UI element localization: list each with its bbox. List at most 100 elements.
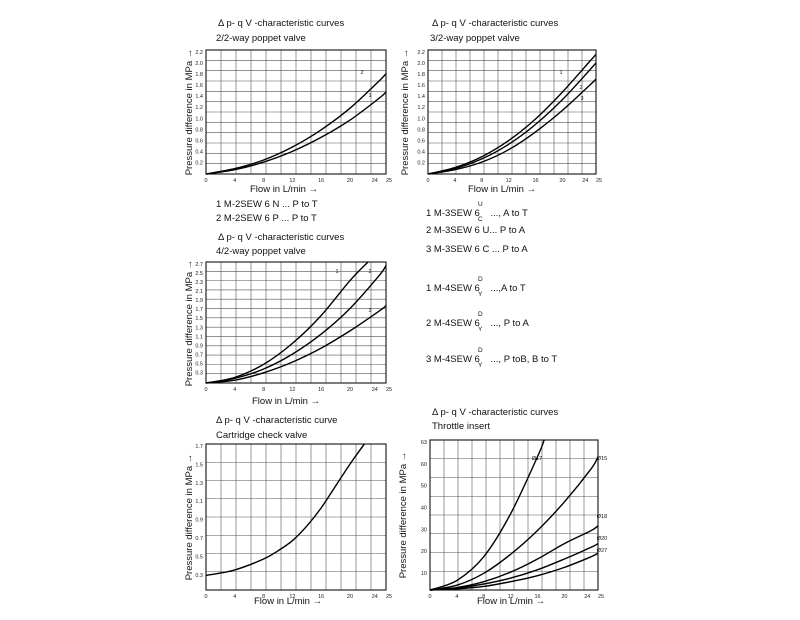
legend-42-1-main: 1 M-4SEW 6	[426, 283, 480, 294]
chart2-curve-label: 2	[579, 85, 582, 91]
chart5-ytick: 60	[421, 462, 427, 468]
chart5-series-line	[429, 552, 599, 591]
chart4-ytick: 0.7	[195, 536, 203, 542]
chart5-ytick: 63	[421, 440, 427, 446]
chart5-xtick: 16	[534, 594, 540, 600]
chart3-series-line	[205, 305, 387, 384]
chart5-title: Δ p- q V -characteristic curves	[432, 407, 559, 418]
chart3-ytick: 2.5	[195, 271, 203, 277]
chart2-series-line	[427, 62, 597, 175]
chart1-ytick: 0.8	[195, 127, 203, 133]
chart3-series-line	[205, 265, 387, 384]
chart4-title: Δ p- q V -characteristic curve	[216, 415, 338, 426]
chart3-ytick: 0.9	[195, 343, 203, 349]
legend-42-3-rest: ..., P toB, B to T	[490, 354, 558, 365]
chart1-xtick: 16	[318, 178, 324, 184]
chart1-xtick: 20	[347, 178, 353, 184]
chart3-xtick: 20	[347, 387, 353, 393]
chart3-ytick: 1.5	[195, 316, 203, 322]
chart3-xtick: 8	[262, 387, 265, 393]
chart2-ytick: 1.4	[417, 94, 425, 100]
legend-42-1-sub: Y	[478, 291, 483, 298]
chart5-series-line	[429, 439, 545, 591]
chart2-ytick: 0.4	[417, 149, 425, 155]
chart4-xtick: 4	[233, 594, 236, 600]
chart3-ytick: 0.3	[195, 370, 203, 376]
chart5-xtick: 20	[561, 594, 567, 600]
chart2-xtick: 20	[559, 178, 565, 184]
chart3-ylabel: Pressure difference in MPa →	[184, 260, 195, 387]
chart1-series-line	[205, 73, 387, 175]
chart3-title: Δ p- q V -characteristic curves	[218, 232, 345, 243]
chart2-ytick: 0.2	[417, 160, 425, 166]
chart3-frame	[205, 261, 387, 384]
legend-42-2-main: 2 M-4SEW 6	[426, 318, 480, 329]
chart3-xtick: 25	[386, 387, 392, 393]
chart4-xtick: 24	[372, 594, 378, 600]
chart4-xtick: 0	[204, 594, 207, 600]
chart3-curve-label: 3	[368, 308, 371, 314]
chart5-subtitle: Throttle insert	[432, 421, 491, 432]
legend-32-item-1: 1 M-3SEW 6 U C ..., A to T	[426, 201, 528, 223]
chart2-curve-label: 3	[580, 96, 583, 102]
chart5-ytick: 50	[421, 484, 427, 490]
chart2-title: Δ p- q V -characteristic curves	[432, 18, 559, 29]
chart4-ytick: 1.3	[195, 481, 203, 487]
chart5-xtick: 0	[428, 594, 431, 600]
chart1-series-line	[205, 91, 387, 175]
chart1-subtitle: 2/2-way poppet valve	[216, 33, 306, 44]
chart4-ytick: 1.7	[195, 444, 203, 450]
chart2-series-line	[427, 78, 597, 175]
chart5-curve-label: Ø27	[597, 548, 607, 554]
chart2-ytick: 1.0	[417, 116, 425, 122]
chart3-xtick: 24	[372, 387, 378, 393]
chart2-curve-label: 1	[559, 70, 562, 76]
chart1-ytick: 1.8	[195, 72, 203, 78]
legend-32-item-2: 2 M-3SEW 6 U... P to A	[426, 225, 525, 236]
chart3-ytick: 1.9	[195, 298, 203, 304]
chart2-xlabel: Flow in L/min →	[468, 184, 537, 195]
legend-42-2-rest: ..., P to A	[490, 318, 529, 329]
chart1-frame	[205, 49, 387, 175]
chart1-curve-label: 2	[360, 70, 363, 76]
chart3-ytick: 2.7	[195, 262, 203, 268]
chart2-ytick: 0.6	[417, 138, 425, 144]
chart3-ytick: 2.3	[195, 280, 203, 286]
chart2-frame	[427, 49, 597, 175]
chart4-ytick: 1.5	[195, 462, 203, 468]
chart3-ytick: 1.7	[195, 307, 203, 313]
chart4-xtick: 25	[386, 594, 392, 600]
chart3-ytick: 1.3	[195, 325, 203, 331]
chart5-ytick: 30	[421, 527, 427, 533]
chart3-subtitle: 4/2-way poppet valve	[216, 246, 306, 257]
chart3-xlabel: Flow in L/min →	[252, 396, 321, 407]
legend-42-3-sup: D	[478, 347, 483, 354]
chart2-xtick: 25	[596, 178, 602, 184]
chart1-curve-label: 1	[368, 93, 371, 99]
legend-42-3-main: 3 M-4SEW 6	[426, 354, 480, 365]
legend-42-3-sub: Y	[478, 362, 483, 369]
chart3-curve-label: 2	[368, 269, 371, 275]
legend-42-1-sup: D	[478, 276, 483, 283]
chart5-frame	[429, 439, 599, 591]
chart4-xtick: 12	[289, 594, 295, 600]
chart5-ytick: 20	[421, 549, 427, 555]
legend-32-1-rest: ..., A to T	[490, 208, 528, 219]
chart1-title: Δ p- q V -characteristic curves	[218, 18, 345, 29]
chart4-ytick: 0.5	[195, 554, 203, 560]
chart5-xtick: 24	[584, 594, 590, 600]
legend-32-item-3: 3 M-3SEW 6 C ... P to A	[426, 244, 528, 255]
chart2-ytick: 1.2	[417, 105, 425, 111]
chart1-ytick: 1.0	[195, 116, 203, 122]
chart2-ytick: 2.2	[417, 50, 425, 56]
legend-22-item-1: 1 M-2SEW 6 N ... P to T	[216, 199, 318, 210]
chart1-ytick: 1.6	[195, 83, 203, 89]
chart3-xtick: 4	[233, 387, 236, 393]
chart1-ytick: 0.6	[195, 138, 203, 144]
chart5-curve-label: Ø15	[597, 456, 607, 462]
chart1-ytick: 1.2	[195, 105, 203, 111]
chart2-ytick: 2.0	[417, 61, 425, 67]
chart2-xtick: 24	[582, 178, 588, 184]
chart1-ytick: 0.4	[195, 149, 203, 155]
